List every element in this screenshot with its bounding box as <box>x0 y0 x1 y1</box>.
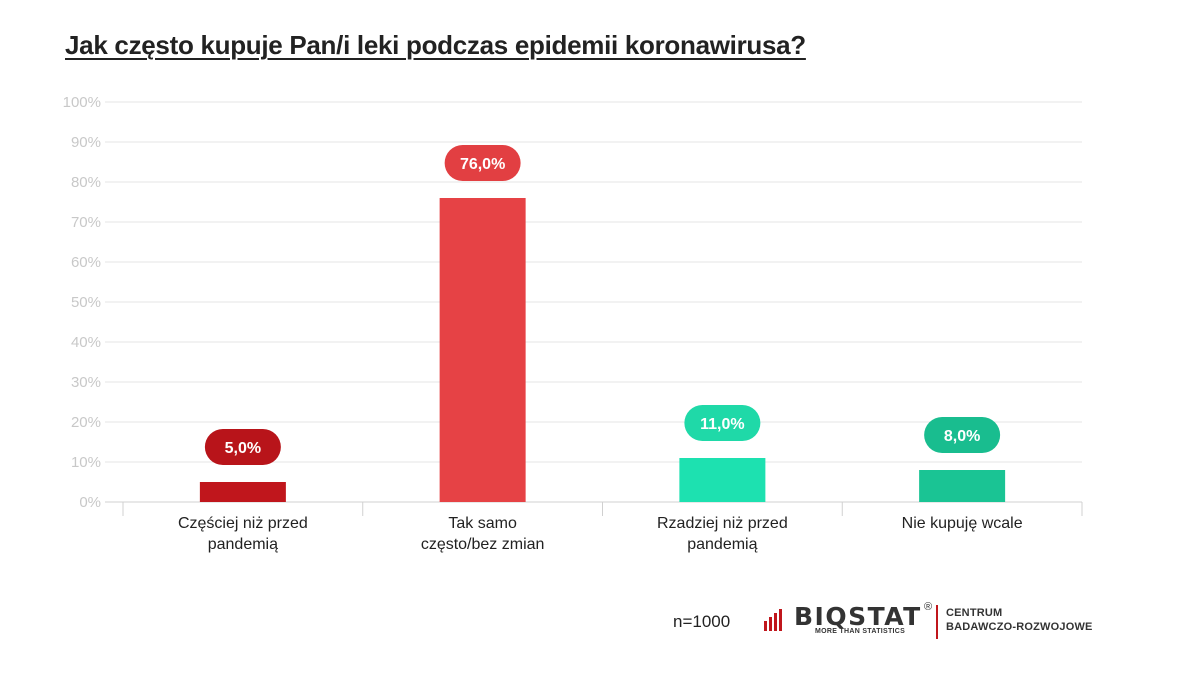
bar <box>199 482 286 502</box>
chart-title: Jak często kupuje Pan/i leki podczas epi… <box>65 30 806 60</box>
category-label: Częściej niż przed <box>178 515 308 532</box>
gridlines <box>105 101 1083 516</box>
logo-registered-mark: ® <box>924 601 933 613</box>
logo-centre-line-1: CENTRUM <box>946 607 1003 619</box>
y-axis-ticks: 0% 10% 20% 30% 40% 50% 60% 70% 80% 90% 100% <box>63 94 101 511</box>
bar <box>919 470 1006 502</box>
y-tick-label: 70% <box>71 214 101 231</box>
y-tick-label: 10% <box>71 454 101 471</box>
category-label: pandemią <box>208 536 278 553</box>
value-labels: 5,0% 76,0% 11,0% 8,0% <box>204 145 1001 465</box>
logo-centre-line-2: BADAWCZO-ROZWOJOWE <box>946 621 1093 633</box>
y-tick-label: 90% <box>71 134 101 151</box>
logo-centre-text: CENTRUM BADAWCZO-ROZWOJOWE <box>946 606 1093 634</box>
value-label-pill <box>444 145 521 181</box>
value-label: 8,0% <box>944 428 980 445</box>
y-tick-label: 30% <box>71 374 101 391</box>
value-label-pill <box>924 417 1001 453</box>
y-tick-label: 50% <box>71 294 101 311</box>
bars <box>199 198 1006 502</box>
sample-size: n=1000 <box>673 612 731 631</box>
y-tick-label: 0% <box>79 494 101 511</box>
logo-divider <box>936 605 938 639</box>
value-label-pill <box>204 429 281 465</box>
category-label: pandemią <box>687 536 757 553</box>
category-label: często/bez zmian <box>421 536 545 553</box>
logo-bars-icon <box>764 609 782 631</box>
biostat-logo: BIQSTAT ® MORE THAN STATISTICS CENTRUM B… <box>764 601 1104 643</box>
bar <box>679 458 766 502</box>
value-label: 11,0% <box>700 416 744 433</box>
category-label: Rzadziej niż przed <box>657 515 788 532</box>
y-tick-label: 40% <box>71 334 101 351</box>
value-label: 76,0% <box>460 156 505 173</box>
y-tick-label: 20% <box>71 414 101 431</box>
y-tick-label: 60% <box>71 254 101 271</box>
logo-name: BIQSTAT <box>794 602 922 631</box>
y-tick-label: 100% <box>63 94 101 111</box>
category-labels: Częściej niż przed pandemią Tak samo często… <box>178 515 1023 553</box>
logo-tagline: MORE THAN STATISTICS <box>815 628 906 635</box>
category-label: Tak samo <box>448 515 517 532</box>
category-label: Nie kupuję wcale <box>902 515 1023 532</box>
bar <box>439 198 526 502</box>
y-tick-label: 80% <box>71 174 101 191</box>
value-label-pill <box>684 405 761 441</box>
value-label: 5,0% <box>225 440 261 457</box>
